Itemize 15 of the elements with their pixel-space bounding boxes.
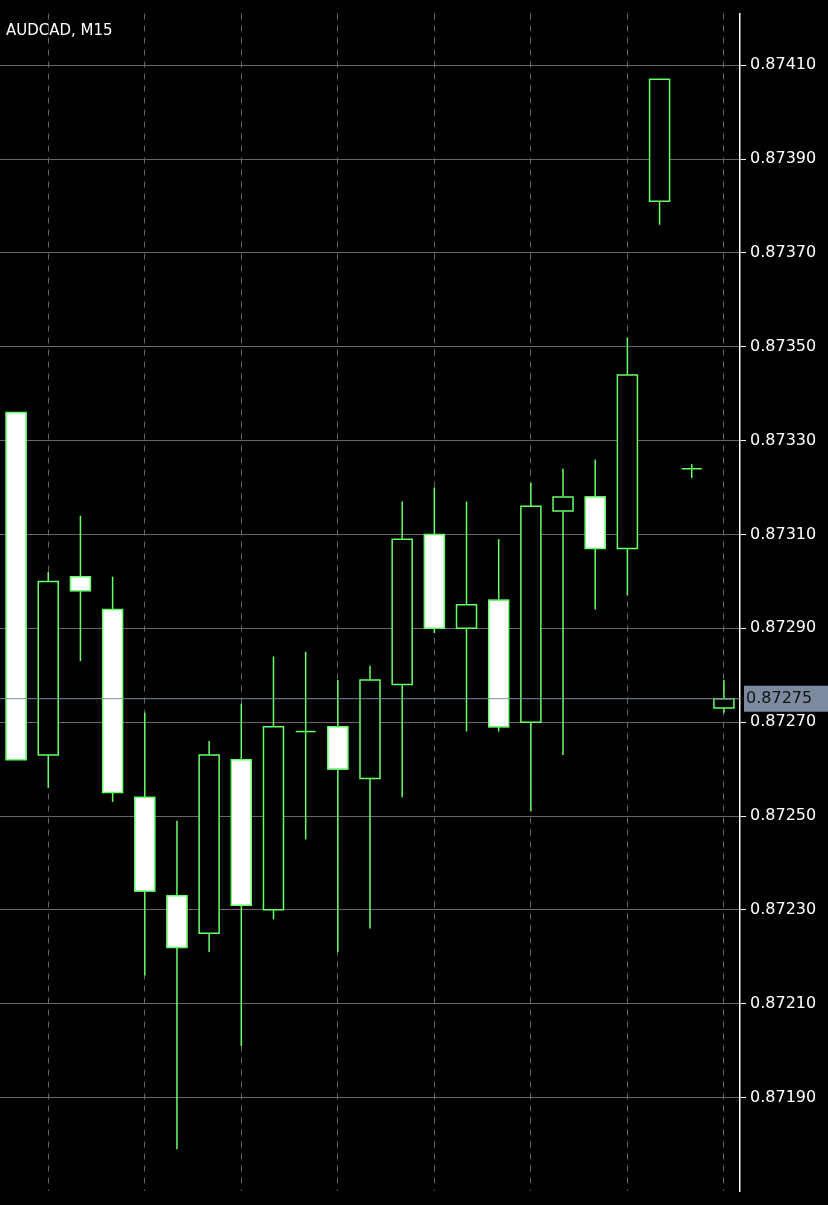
- y-tick-label: 0.87270: [750, 711, 817, 731]
- y-tick-label: 0.87330: [750, 429, 817, 449]
- y-tick-label: 0.87250: [750, 805, 817, 825]
- ref-line-label: 0.87275: [746, 687, 813, 707]
- y-tick-label: 0.87210: [750, 992, 817, 1012]
- y-tick-label: 0.87350: [750, 335, 817, 355]
- y-tick-label: 0.87190: [750, 1086, 817, 1106]
- y-tick-label: 0.87290: [750, 617, 817, 637]
- y-tick-label: 0.87310: [750, 523, 817, 543]
- y-tick-label: 0.87410: [750, 54, 817, 74]
- candlestick: [552, 468, 574, 756]
- text: AUDCAD, M15: [6, 20, 113, 39]
- y-tick-label: 0.87390: [750, 148, 817, 168]
- y-tick-label: 0.87230: [750, 899, 817, 919]
- y-tick-label: 0.87370: [750, 242, 817, 262]
